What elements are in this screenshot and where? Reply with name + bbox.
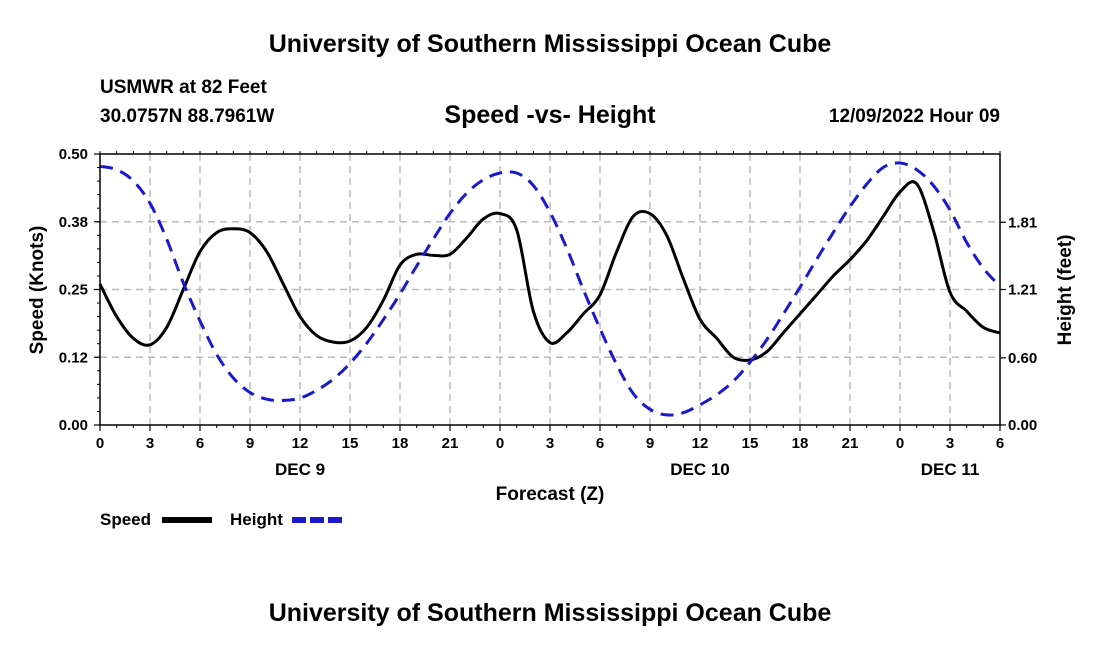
x-tick-label: 12	[692, 435, 709, 452]
y-left-tick-label: 0.00	[59, 417, 88, 434]
speed-line	[98, 180, 1001, 362]
x-tick-label: 12	[292, 435, 309, 452]
y-left-tick-label: 0.12	[59, 349, 88, 366]
date-label: DEC 9	[275, 460, 325, 479]
x-tick-label: 21	[442, 435, 459, 452]
y-right-tick-label: 1.21	[1008, 282, 1037, 299]
forecast-datetime: 12/09/2022 Hour 09	[828, 106, 1000, 127]
x-tick-label: 9	[646, 435, 654, 452]
y-right-tick-label: 1.81	[1008, 214, 1037, 231]
y-left-tick-label: 0.50	[59, 146, 88, 163]
page-title: University of Southern Mississippi Ocean…	[268, 30, 832, 58]
date-label: DEC 10	[670, 460, 730, 479]
x-tick-label: 9	[246, 435, 254, 452]
x-tick-label: 18	[792, 435, 809, 452]
y-left-tick-label: 0.25	[59, 282, 88, 299]
footer-title: University of Southern Mississippi Ocean…	[268, 599, 832, 627]
x-tick-label: 0	[96, 435, 104, 452]
y-right-tick-label: 0.00	[1008, 417, 1037, 434]
y-left-tick-label: 0.38	[59, 214, 88, 231]
legend-label-speed: Speed	[100, 510, 151, 529]
x-tick-label: 15	[742, 435, 759, 452]
x-tick-label: 21	[842, 435, 859, 452]
x-tick-label: 15	[342, 435, 359, 452]
x-tick-label: 6	[196, 435, 204, 452]
chart-title: Speed -vs- Height	[444, 101, 656, 129]
y-right-tick-label: 0.60	[1008, 350, 1037, 367]
x-axis-label: Forecast (Z)	[496, 484, 605, 505]
grid	[100, 154, 1000, 425]
date-label: DEC 11	[921, 460, 980, 479]
x-tick-label: 6	[996, 435, 1004, 452]
x-tick-label: 3	[546, 435, 554, 452]
x-tick-label: 6	[596, 435, 604, 452]
x-tick-label: 0	[896, 435, 904, 452]
axes: 0 3 6 9 12 15 18 21 0 3 6 9 12 15 18 21 0 3 6 DEC 9 DEC 10 DE…	[59, 146, 1037, 479]
x-tick-label: 0	[496, 435, 504, 452]
height-line	[99, 161, 1002, 417]
legend-label-height: Height	[230, 510, 283, 529]
x-tick-label: 3	[146, 435, 154, 452]
x-tick-label: 3	[946, 435, 954, 452]
legend: Speed Height	[100, 510, 342, 529]
station-name: USMWR at 82 Feet	[100, 77, 267, 98]
y-axis-label-right: Height (feet)	[1055, 235, 1076, 346]
y-axis-label-left: Speed (Knots)	[27, 226, 48, 355]
station-coordinates: 30.0757N 88.7961W	[100, 106, 275, 127]
series	[98, 161, 1002, 417]
x-tick-label: 18	[392, 435, 409, 452]
